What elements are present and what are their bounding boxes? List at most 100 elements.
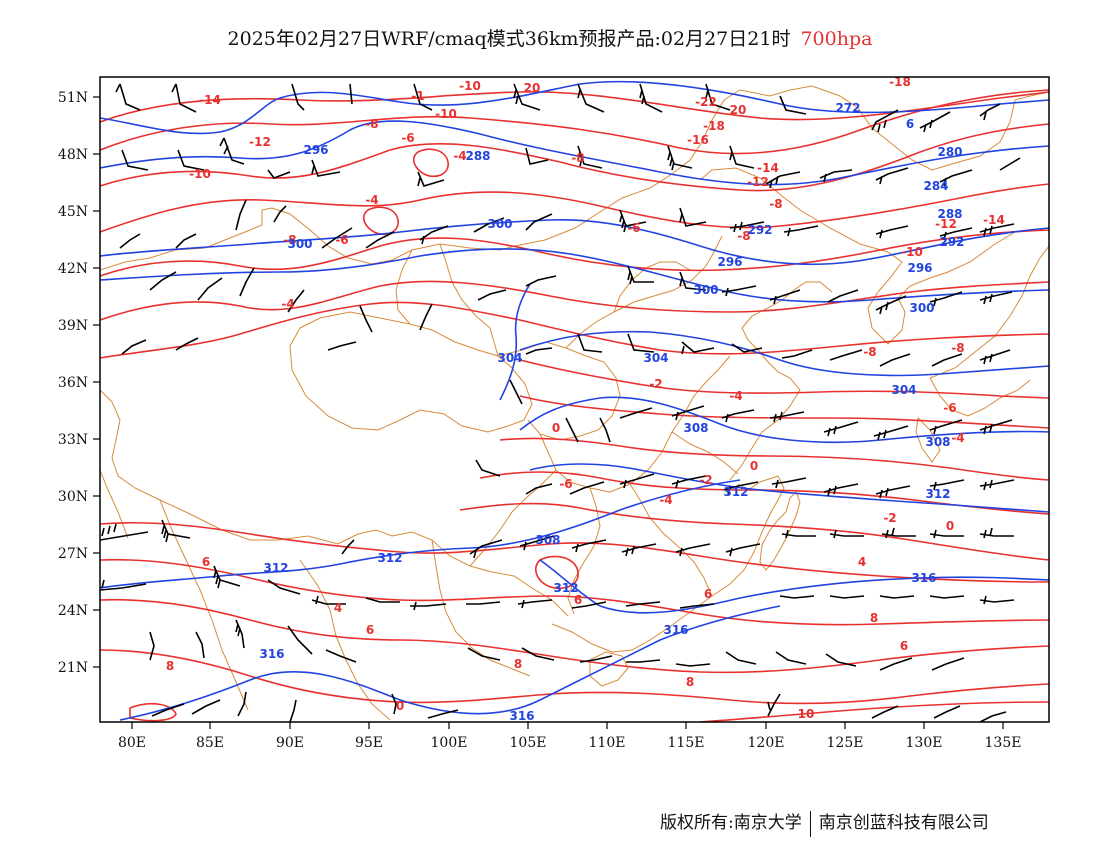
inner-province-3: [539, 355, 731, 493]
wind-barb: [571, 601, 607, 609]
wind-barb: [177, 149, 205, 171]
wind-barb: [267, 579, 301, 595]
wind-barb: [365, 231, 395, 249]
wind-barb: [469, 539, 503, 559]
tibet-border: [100, 389, 569, 617]
wind-barb: [525, 483, 553, 495]
temperature-label: -12: [249, 135, 271, 149]
wind-barb: [999, 157, 1021, 171]
wind-barb: [519, 535, 555, 551]
wind-barb: [671, 475, 707, 489]
isotherm: [100, 123, 1049, 192]
wind-barb: [287, 289, 305, 313]
wind-barb: [775, 651, 807, 665]
inner-province-7: [469, 469, 557, 567]
height-contour: [529, 463, 1049, 513]
wind-barb: [829, 349, 863, 361]
height-label: 304: [497, 351, 522, 365]
temperature-label-layer: -14 -1 -10 20 -22 20 -18 -8 -12 -6 -18 -…: [166, 77, 1005, 721]
title-main: 2025年02月27日WRF/cmaq模式36km预报产品:02月27日21时: [227, 28, 791, 50]
wind-barb: [825, 653, 857, 667]
lon-tick-label: 110E: [589, 735, 626, 751]
wind-barb: [979, 527, 1014, 539]
temperature-label: -16: [687, 133, 709, 147]
isotherm: [459, 502, 1049, 561]
temperature-label: -2: [699, 473, 712, 487]
height-label: 316: [911, 571, 936, 585]
wind-barb: [731, 343, 763, 353]
temperature-label: -10: [435, 107, 457, 121]
wind-barb: [525, 275, 557, 287]
wind-barb: [151, 703, 185, 717]
isotherm-closed: [412, 148, 449, 178]
wind-barb: [359, 305, 373, 333]
wind-barb: [413, 83, 433, 111]
height-contour: [100, 218, 1049, 266]
height-label: 296: [303, 143, 328, 157]
height-label: 300: [693, 283, 718, 297]
temperature-label: 4: [334, 601, 342, 615]
temperature-label: -6: [559, 477, 572, 491]
wind-barb: [979, 349, 1011, 365]
inner-province-1: [289, 311, 533, 433]
temperature-label: -12: [935, 217, 957, 231]
isotherm: [100, 598, 1049, 674]
temperature-label: 8: [870, 611, 878, 625]
wind-barb: [871, 705, 899, 719]
lat-tick-label: 30N: [58, 489, 88, 505]
isotherm: [100, 521, 1049, 583]
inner-province-5: [567, 487, 601, 615]
temperature-label: -1: [411, 89, 424, 103]
northern-border: [100, 85, 1016, 271]
wind-barb: [675, 663, 711, 667]
height-label: 304: [643, 351, 668, 365]
height-contour: [100, 120, 1049, 186]
wind-barb: [929, 529, 964, 539]
height-contour: [539, 559, 1049, 614]
isotherm: [100, 89, 1049, 155]
isotherm: [519, 395, 1049, 429]
wind-barb: [521, 647, 555, 661]
wind-barb: [239, 267, 255, 297]
height-label: 288: [937, 207, 962, 221]
temperature-label: -4: [659, 493, 672, 507]
plot-frame: [99, 76, 1050, 723]
wind-barb: [577, 333, 603, 353]
wind-barb: [875, 485, 911, 499]
height-label: 284: [923, 179, 948, 193]
height-label: 300: [287, 237, 312, 251]
lat-tick-label: 27N: [58, 546, 88, 562]
lon-tick-label: 135E: [985, 735, 1022, 751]
temperature-label: -2: [883, 511, 896, 525]
wind-barb: [705, 83, 731, 111]
temperature-label: 20: [730, 103, 747, 117]
wind-barb: [219, 137, 245, 165]
wind-barb: [875, 167, 909, 185]
wind-barb: [875, 295, 907, 315]
temperature-label: -14: [983, 213, 1005, 227]
temperature-label: -10: [901, 245, 923, 259]
lon-tick-label: 105E: [510, 735, 547, 751]
wind-barb: [235, 199, 247, 231]
west-border: [100, 469, 129, 539]
title-level: 700hpa: [800, 28, 873, 50]
wind-barb: [427, 709, 459, 719]
hainan: [589, 651, 629, 687]
wind-barb: [919, 111, 951, 133]
temperature-label: -6: [335, 233, 348, 247]
wind-barb: [779, 595, 815, 599]
wind-barb: [725, 651, 757, 665]
isotherm: [100, 649, 1049, 705]
lon-axis: 80E 85E 90E 95E 100E 105E 110E 115E 120E…: [118, 735, 1022, 751]
wind-barb: [569, 481, 605, 495]
wind-barb: [466, 601, 501, 605]
temperature-label: 8: [166, 659, 174, 673]
temperature-label: -4: [453, 149, 466, 163]
wind-barb: [823, 421, 859, 437]
lat-tick-label: 39N: [58, 318, 88, 334]
wind-barb: [100, 523, 149, 541]
inner-province-8: [671, 431, 739, 475]
copyright-footer: 版权所有:南京大学 南京创蓝科技有限公司: [660, 808, 989, 837]
wind-barb: [121, 339, 147, 355]
wind-barb: [321, 227, 353, 249]
